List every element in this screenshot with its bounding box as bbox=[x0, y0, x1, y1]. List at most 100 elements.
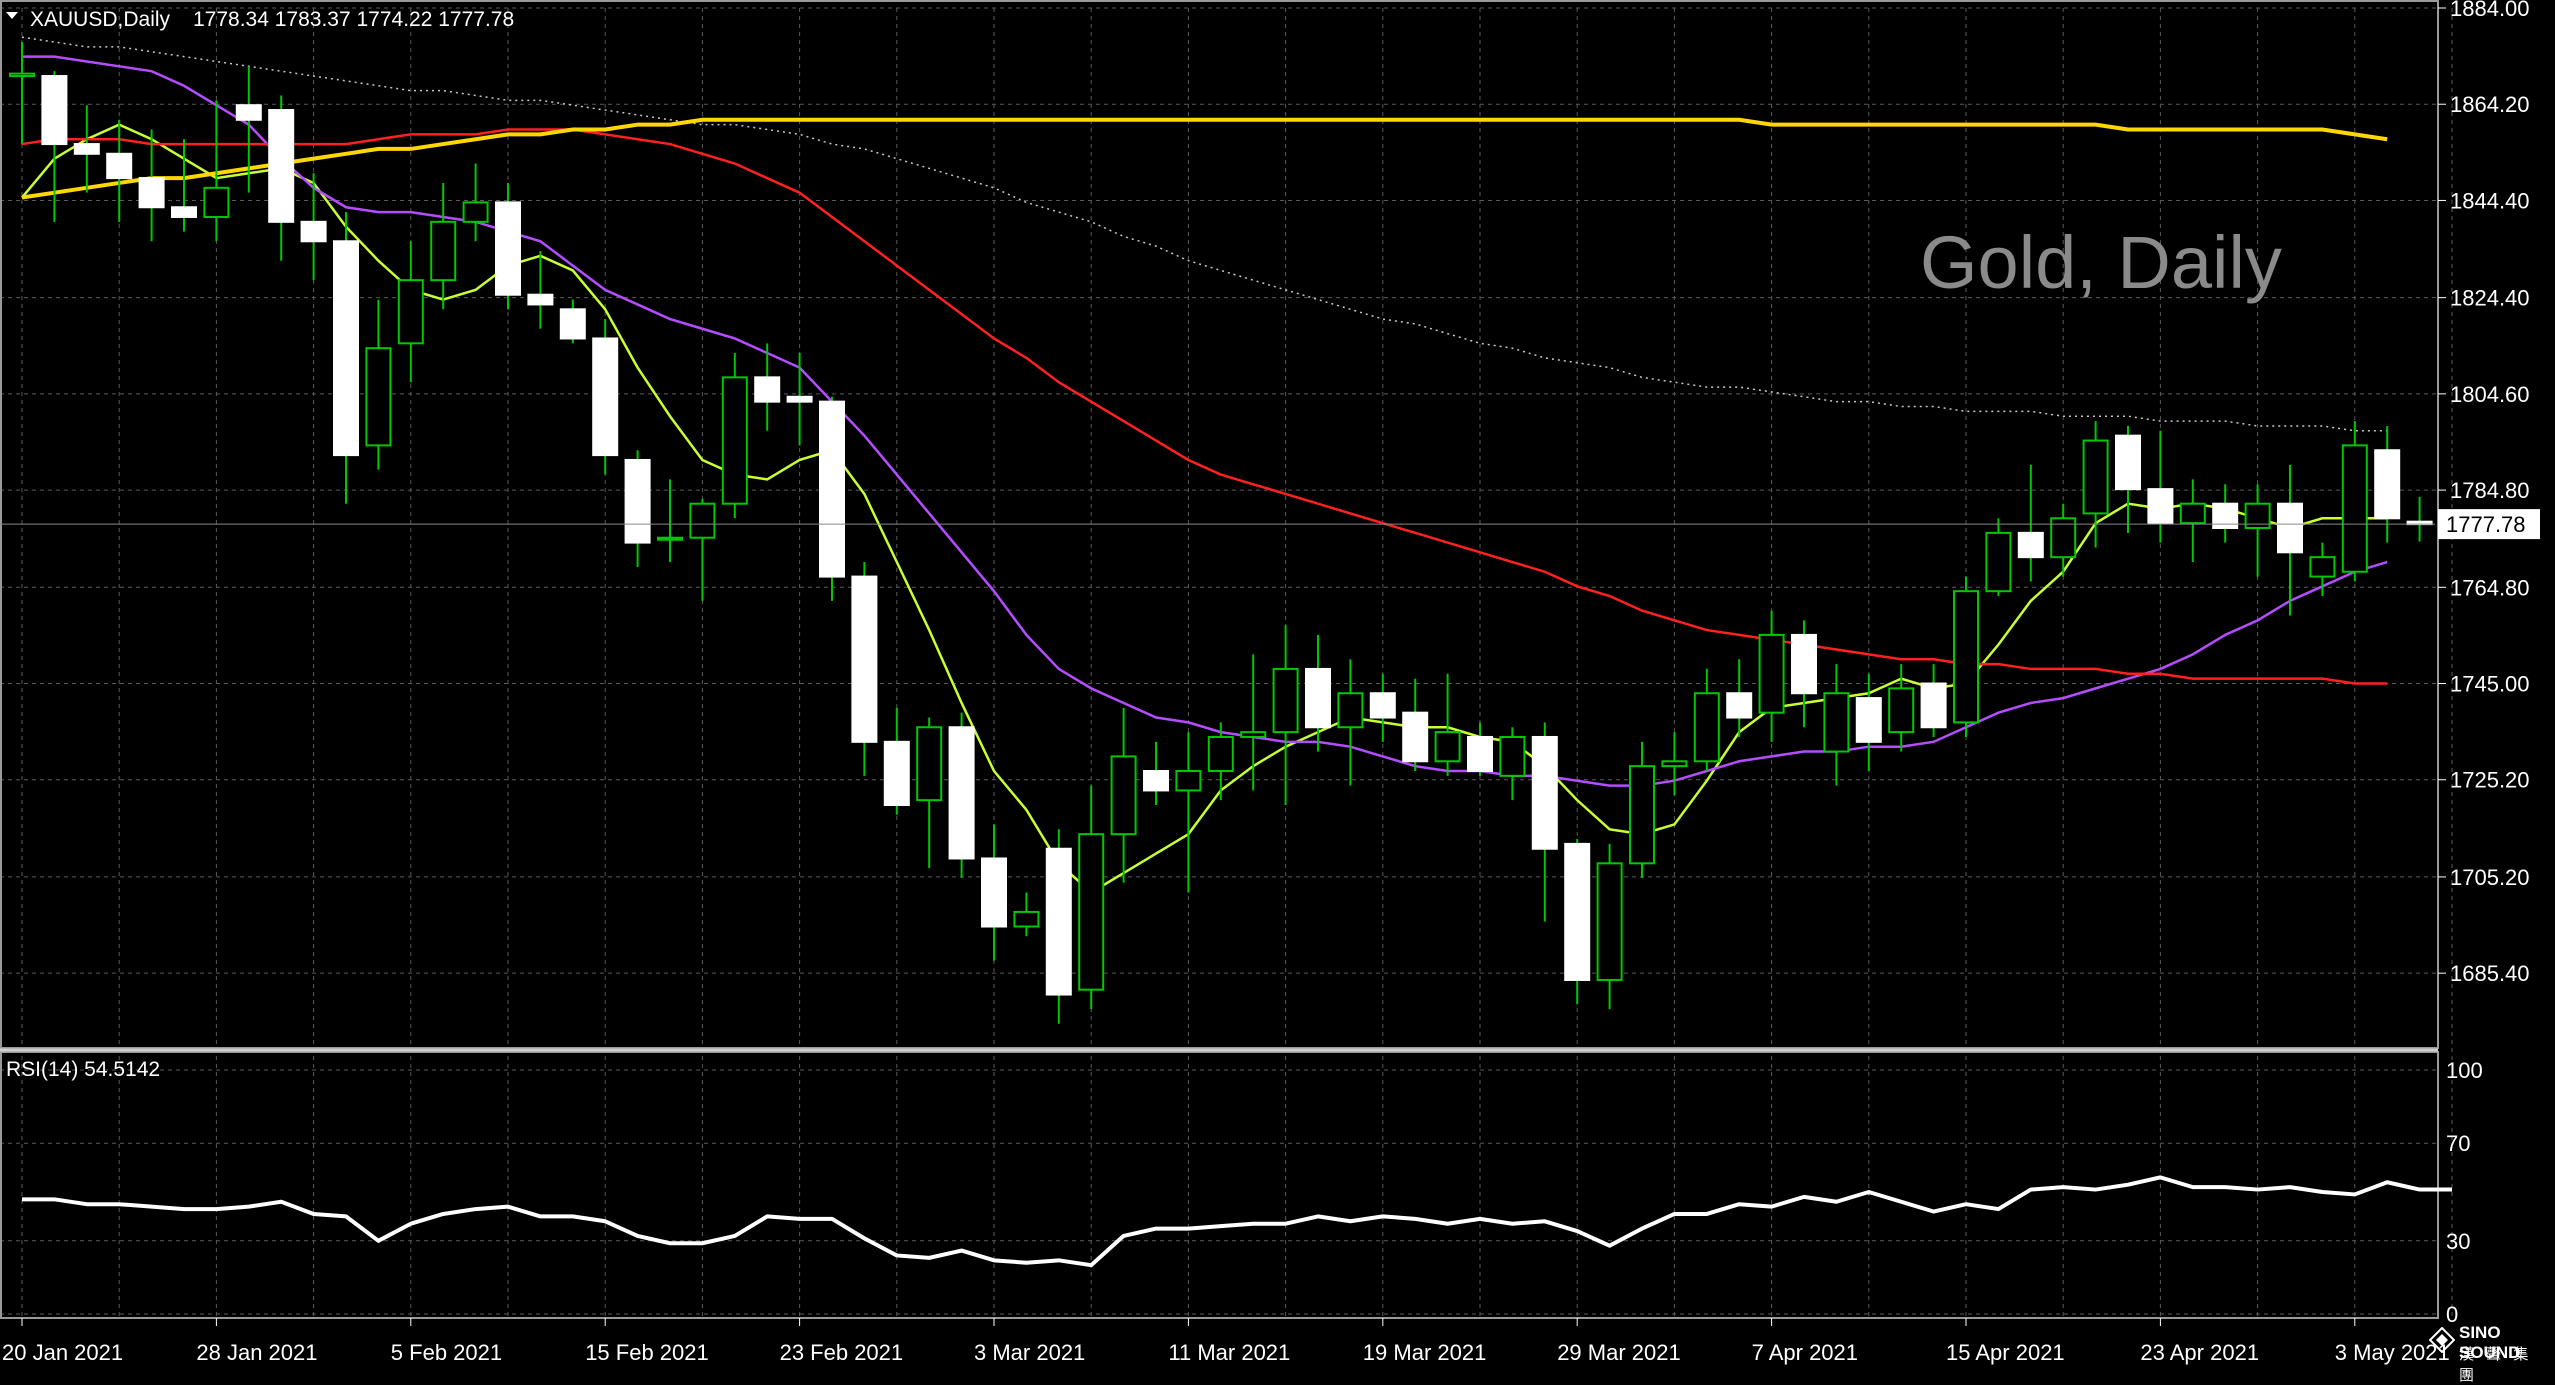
candle bbox=[1596, 843, 1623, 1010]
price-tick-label: 1764.80 bbox=[2450, 575, 2530, 600]
candle bbox=[1434, 673, 1461, 776]
logo-name: SINO SOUND bbox=[2459, 1323, 2521, 1362]
candle bbox=[106, 119, 133, 222]
candle bbox=[1337, 659, 1364, 786]
candle bbox=[1110, 707, 1137, 883]
date-tick-label: 28 Jan 2021 bbox=[196, 1340, 317, 1365]
candle-body bbox=[1078, 833, 1105, 991]
candle bbox=[2406, 496, 2433, 542]
candle-body bbox=[268, 109, 295, 223]
candle bbox=[2050, 503, 2077, 577]
candle-body bbox=[916, 726, 943, 802]
date-tick-label: 15 Apr 2021 bbox=[1946, 1340, 2065, 1365]
rsi-tick-label: 70 bbox=[2446, 1131, 2470, 1156]
candle-body bbox=[2050, 517, 2077, 559]
date-tick-label: 5 Feb 2021 bbox=[391, 1340, 502, 1365]
date-tick-label: 19 Mar 2021 bbox=[1363, 1340, 1487, 1365]
candle-body bbox=[819, 400, 845, 578]
candle bbox=[2212, 484, 2239, 543]
candle bbox=[1564, 839, 1591, 1005]
candle bbox=[1240, 654, 1267, 791]
candle-body bbox=[948, 726, 975, 860]
ma-mid-line bbox=[22, 55, 2388, 787]
candle-body bbox=[1758, 633, 1785, 714]
candle bbox=[397, 241, 424, 383]
candle bbox=[559, 299, 586, 344]
candle-body bbox=[1402, 711, 1429, 763]
rsi-line bbox=[22, 1175, 2452, 1268]
candle-body bbox=[1726, 692, 1753, 719]
price-tick-label: 1745.00 bbox=[2450, 672, 2530, 697]
price-tick-label: 1884.00 bbox=[2450, 0, 2530, 21]
rsi-tick-label: 100 bbox=[2446, 1058, 2483, 1083]
sino-sound-logo-mark bbox=[2429, 1327, 2455, 1353]
ma-slow-line bbox=[21, 128, 2388, 685]
candle-body bbox=[203, 186, 230, 218]
candle-body bbox=[365, 347, 392, 447]
candle-body bbox=[462, 201, 489, 223]
candle-body bbox=[883, 740, 910, 807]
price-tick-label: 1784.80 bbox=[2450, 478, 2530, 503]
candle bbox=[1402, 678, 1429, 771]
candle-body bbox=[721, 376, 748, 505]
candle bbox=[527, 250, 554, 329]
candle-body bbox=[430, 220, 457, 282]
candle bbox=[2277, 464, 2303, 616]
candle-body bbox=[1953, 590, 1979, 724]
candle bbox=[1693, 668, 1720, 771]
candle bbox=[1758, 610, 1785, 742]
ma-long-line bbox=[21, 117, 2388, 200]
candle bbox=[754, 343, 781, 431]
ma-dotted-line bbox=[21, 36, 2388, 432]
ma-dotted-line bbox=[21, 36, 2388, 432]
candle-body bbox=[1240, 731, 1267, 738]
candle bbox=[2244, 484, 2271, 577]
candle-body bbox=[1564, 842, 1591, 981]
price-tick-label: 1824.40 bbox=[2450, 286, 2530, 311]
candle bbox=[1661, 732, 1688, 796]
sino-sound-logo: SINO SOUND 漢 聲 集 團 bbox=[2429, 1323, 2549, 1384]
candle-body bbox=[1110, 755, 1137, 836]
candle bbox=[2309, 542, 2336, 597]
candle-body bbox=[1888, 687, 1915, 734]
candle-body bbox=[138, 177, 165, 209]
candle-body bbox=[2115, 434, 2141, 491]
candle-body bbox=[1823, 692, 1850, 753]
candle-body bbox=[592, 337, 619, 457]
candle-body bbox=[9, 72, 35, 78]
candle-body bbox=[1985, 531, 2012, 593]
candle bbox=[268, 95, 295, 261]
candle bbox=[916, 717, 943, 869]
candle bbox=[1045, 829, 1072, 1024]
candle-body bbox=[397, 279, 424, 345]
candle bbox=[2082, 421, 2109, 548]
rsi-axis: 100 70 30 0 bbox=[2446, 1058, 2483, 1327]
price-tick-label: 1705.20 bbox=[2450, 865, 2530, 890]
date-axis: 20 Jan 2021 28 Jan 2021 5 Feb 2021 15 Feb 2… bbox=[2, 1318, 2450, 1365]
candle bbox=[73, 105, 100, 193]
price-tick-label: 1864.20 bbox=[2450, 92, 2530, 117]
candle bbox=[495, 182, 521, 310]
candle bbox=[203, 100, 230, 242]
candle-body bbox=[1693, 692, 1720, 763]
candle bbox=[9, 42, 35, 145]
candle bbox=[1499, 727, 1526, 801]
candle-body bbox=[1207, 735, 1234, 772]
header-collapse-icon[interactable] bbox=[6, 12, 18, 19]
date-tick-label: 3 May 2021 bbox=[2335, 1340, 2450, 1365]
candle-body bbox=[2082, 439, 2109, 515]
candle-body bbox=[2341, 444, 2368, 573]
candle bbox=[624, 450, 651, 567]
candle-body bbox=[559, 308, 586, 340]
candle-body bbox=[657, 536, 683, 541]
candle bbox=[430, 182, 457, 310]
date-tick-label: 29 Mar 2021 bbox=[1557, 1340, 1681, 1365]
candle bbox=[1791, 620, 1817, 728]
candle-body bbox=[1434, 731, 1461, 763]
candle bbox=[333, 212, 359, 504]
rsi-label: RSI(14) 54.5142 bbox=[6, 1058, 160, 1081]
date-tick-label: 7 Apr 2021 bbox=[1752, 1340, 1858, 1365]
date-tick-label: 15 Feb 2021 bbox=[585, 1340, 709, 1365]
candle-body bbox=[73, 143, 100, 155]
